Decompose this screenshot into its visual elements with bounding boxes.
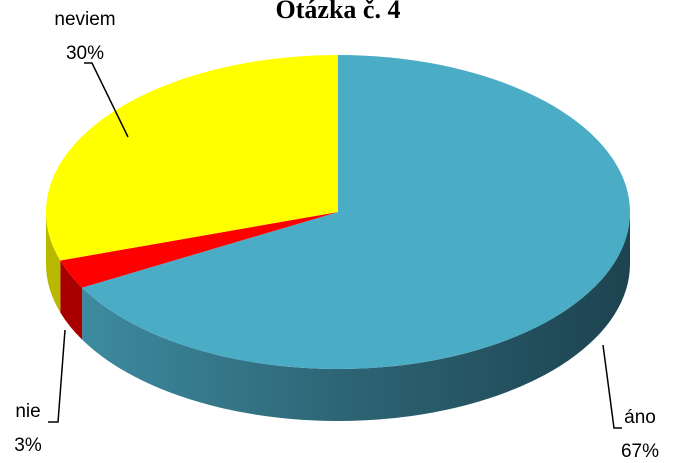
category-label: nie — [15, 401, 40, 422]
slice — [82, 55, 630, 369]
leader-line — [602, 344, 622, 429]
chart-title: Otázka č. 4 — [276, 0, 401, 24]
category-label: áno — [624, 407, 656, 428]
slice-side — [82, 212, 630, 421]
slice — [60, 212, 338, 288]
leader-line — [84, 62, 129, 138]
category-label: neviem — [54, 9, 115, 30]
slice — [45, 55, 339, 261]
slice-side — [46, 212, 61, 313]
value-label: 67% — [621, 441, 659, 462]
value-label: 30% — [66, 43, 104, 64]
slice-side — [60, 260, 83, 340]
value-label: 3% — [14, 435, 42, 456]
leader-line — [48, 329, 66, 423]
